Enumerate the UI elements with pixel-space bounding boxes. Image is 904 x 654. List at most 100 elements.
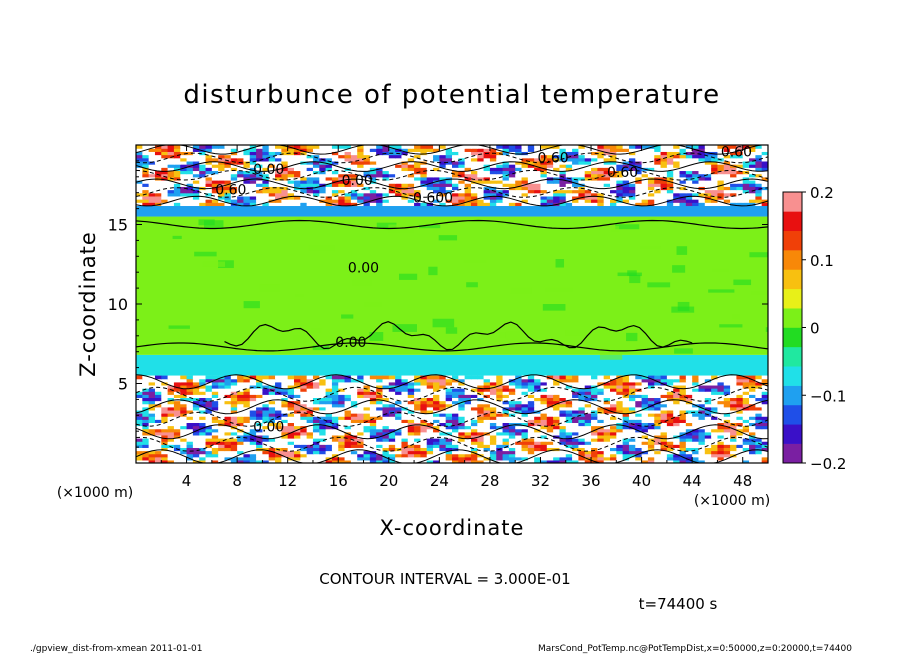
heatmap-cell <box>666 409 674 414</box>
heatmap-cell <box>477 459 485 463</box>
heatmap-cell <box>382 434 390 439</box>
heatmap-cell <box>199 167 207 172</box>
heatmap-cell <box>723 173 731 178</box>
heatmap-cell <box>414 154 421 159</box>
heatmap-cell <box>256 438 263 442</box>
heatmap-cell <box>218 409 226 414</box>
heatmap-cell <box>458 388 466 392</box>
heatmap-cell <box>647 441 655 445</box>
heatmap-cell <box>414 444 421 448</box>
heatmap-cell <box>218 202 226 207</box>
heatmap-cell <box>641 441 649 445</box>
heatmap-cell <box>565 438 573 442</box>
heatmap-cell <box>306 425 314 430</box>
heatmap-cell <box>180 384 188 389</box>
heatmap-cell <box>736 170 744 175</box>
heatmap-cell <box>376 192 384 197</box>
heatmap-cell <box>439 388 447 392</box>
heatmap-cell <box>673 192 681 197</box>
heatmap-cell <box>534 434 542 439</box>
heatmap-cell <box>148 456 156 461</box>
heatmap-cell <box>224 381 232 386</box>
heatmap-cell <box>224 422 232 427</box>
heatmap-cell <box>350 394 358 399</box>
heatmap-cell <box>641 434 649 439</box>
heatmap-cell <box>312 202 320 207</box>
heatmap-cell <box>546 192 554 197</box>
heatmap-cell <box>698 151 706 156</box>
heatmap-cell <box>275 183 282 187</box>
heatmap-cell <box>319 397 327 402</box>
heatmap-cell <box>275 419 282 423</box>
heatmap-cell <box>742 388 750 392</box>
heatmap-cell <box>610 453 617 458</box>
heatmap-cell <box>420 176 428 181</box>
heatmap-cell <box>622 447 630 452</box>
heatmap-cell <box>161 167 169 172</box>
heatmap-cell <box>502 409 510 414</box>
heatmap-cell <box>439 431 447 436</box>
heatmap-cell <box>420 173 428 178</box>
heatmap-cell <box>477 419 485 423</box>
heatmap-cell <box>294 425 301 430</box>
heatmap-cell <box>540 384 548 389</box>
heatmap-cell <box>281 192 289 197</box>
heatmap-cell <box>192 189 200 194</box>
heatmap-cell <box>749 388 756 392</box>
heatmap-cell <box>243 154 251 159</box>
heatmap-cell <box>344 381 352 386</box>
heatmap-cell <box>711 416 719 420</box>
heatmap-cell <box>597 444 605 448</box>
heatmap-cell <box>610 425 617 430</box>
heatmap-cell <box>414 425 421 430</box>
heatmap-cell <box>281 391 289 395</box>
heatmap-cell <box>578 413 586 417</box>
heatmap-cell <box>376 409 384 414</box>
heatmap-cell <box>534 164 542 168</box>
heatmap-cell <box>256 431 263 436</box>
heatmap-cell <box>243 202 251 207</box>
heatmap-cell <box>540 441 548 445</box>
heatmap-cell <box>749 438 756 442</box>
heatmap-cell <box>344 179 352 184</box>
heatmap-cell <box>420 167 428 172</box>
heatmap-cell <box>711 428 719 433</box>
heatmap-cell <box>502 413 510 417</box>
heatmap-cell <box>154 183 162 187</box>
heatmap-cell <box>237 388 245 392</box>
heatmap-cell <box>749 183 756 187</box>
heatmap-cell <box>186 160 194 165</box>
heatmap-cell <box>287 375 295 380</box>
heatmap-cell <box>679 202 687 207</box>
heatmap-cell <box>382 425 390 430</box>
heatmap-cell <box>433 441 440 445</box>
heatmap-cell <box>363 384 371 389</box>
heatmap-cell <box>616 157 624 162</box>
x-tick-label: 16 <box>329 472 348 490</box>
heatmap-cell <box>325 195 333 200</box>
heatmap-cell <box>167 450 175 455</box>
heatmap-cell <box>262 170 270 175</box>
heatmap-cell <box>300 391 308 395</box>
heatmap-cell <box>584 192 592 197</box>
heatmap-cell <box>470 192 478 197</box>
heatmap-cell <box>685 164 693 168</box>
heatmap-cell <box>761 388 768 392</box>
heatmap-cell <box>180 450 188 455</box>
heatmap-cell <box>628 384 636 389</box>
heatmap-cell <box>496 394 504 399</box>
heatmap-cell <box>224 438 232 442</box>
heatmap-cell <box>508 441 516 445</box>
heatmap-cell <box>553 179 561 184</box>
heatmap-cell <box>205 202 213 207</box>
heatmap-cell <box>761 154 768 159</box>
heatmap-cell <box>325 381 333 386</box>
heatmap-cell <box>211 148 219 152</box>
heatmap-cell <box>312 434 320 439</box>
heatmap-cell <box>148 428 156 433</box>
heatmap-cell <box>357 416 365 420</box>
heatmap-cell <box>508 202 516 207</box>
heatmap-cell <box>730 459 737 463</box>
heatmap-cell <box>194 251 217 257</box>
heatmap-cell <box>249 186 257 191</box>
